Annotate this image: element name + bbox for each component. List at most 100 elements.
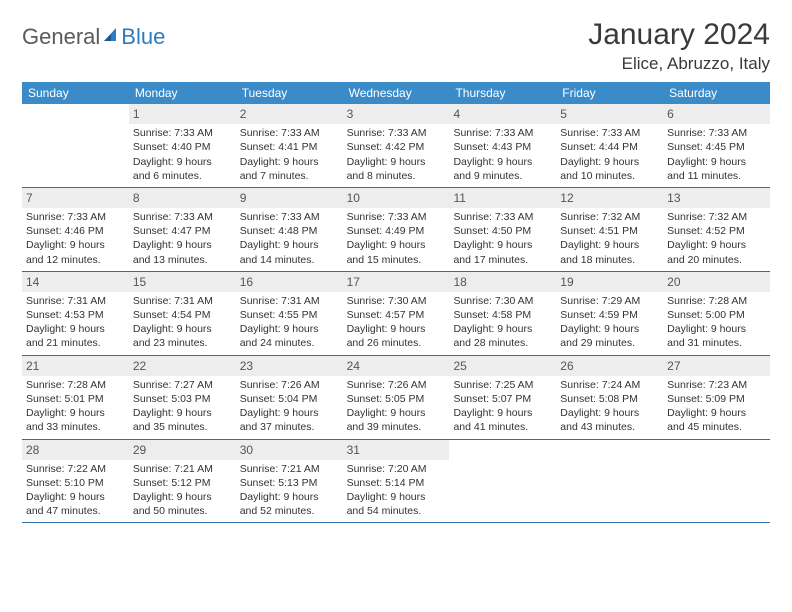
day-cell: 27 Sunrise: 7:23 AMSunset: 5:09 PMDayligh… <box>663 356 770 439</box>
day-number: 24 <box>343 356 450 376</box>
sunset-line: Sunset: 4:54 PM <box>133 308 232 322</box>
day-number: 16 <box>236 272 343 292</box>
daylight-line: Daylight: 9 hours and 23 minutes. <box>133 322 232 350</box>
day-cell: 29Sunrise: 7:21 AMSunset: 5:12 PMDayligh… <box>129 440 236 523</box>
day-cell: 14Sunrise: 7:31 AMSunset: 4:53 PMDayligh… <box>22 272 129 355</box>
sunset-line: Sunset: 4:53 PM <box>26 308 125 322</box>
calendar-grid: SundayMondayTuesdayWednesdayThursdayFrid… <box>22 82 770 523</box>
sunrise-line: Sunrise: 7:22 AM <box>26 462 125 476</box>
weekday-header-row: SundayMondayTuesdayWednesdayThursdayFrid… <box>22 82 770 104</box>
title-block: January 2024 Elice, Abruzzo, Italy <box>588 18 770 74</box>
sunset-line: Sunset: 4:57 PM <box>347 308 446 322</box>
day-number: 22 <box>129 356 236 376</box>
daylight-line: Daylight: 9 hours and 54 minutes. <box>347 490 446 518</box>
day-number: 27 <box>663 356 770 376</box>
day-cell: 7Sunrise: 7:33 AMSunset: 4:46 PMDaylight… <box>22 188 129 271</box>
sunset-line: Sunset: 5:00 PM <box>667 308 766 322</box>
sunrise-line: Sunrise: 7:24 AM <box>560 378 659 392</box>
weekday-header: Monday <box>129 82 236 104</box>
day-cell: 10Sunrise: 7:33 AMSunset: 4:49 PMDayligh… <box>343 188 450 271</box>
daylight-line: Daylight: 9 hours and 24 minutes. <box>240 322 339 350</box>
day-cell: 1Sunrise: 7:33 AMSunset: 4:40 PMDaylight… <box>129 104 236 187</box>
day-number: 6 <box>663 104 770 124</box>
day-cell: 26Sunrise: 7:24 AMSunset: 5:08 PMDayligh… <box>556 356 663 439</box>
daylight-line: Daylight: 9 hours and 28 minutes. <box>453 322 552 350</box>
day-cell: 11Sunrise: 7:33 AMSunset: 4:50 PMDayligh… <box>449 188 556 271</box>
month-title: January 2024 <box>588 18 770 52</box>
day-number: 20 <box>663 272 770 292</box>
weekday-header: Saturday <box>663 82 770 104</box>
sunrise-line: Sunrise: 7:31 AM <box>26 294 125 308</box>
daylight-line: Daylight: 9 hours and 17 minutes. <box>453 238 552 266</box>
daylight-line: Daylight: 9 hours and 13 minutes. <box>133 238 232 266</box>
daylight-line: Daylight: 9 hours and 45 minutes. <box>667 406 766 434</box>
day-number: 11 <box>449 188 556 208</box>
sunset-line: Sunset: 5:07 PM <box>453 392 552 406</box>
day-cell <box>556 440 663 523</box>
week-row: 14Sunrise: 7:31 AMSunset: 4:53 PMDayligh… <box>22 272 770 356</box>
daylight-line: Daylight: 9 hours and 9 minutes. <box>453 155 552 183</box>
sunrise-line: Sunrise: 7:33 AM <box>453 126 552 140</box>
day-cell: 31Sunrise: 7:20 AMSunset: 5:14 PMDayligh… <box>343 440 450 523</box>
sunset-line: Sunset: 4:45 PM <box>667 140 766 154</box>
sunset-line: Sunset: 5:12 PM <box>133 476 232 490</box>
sunset-line: Sunset: 4:58 PM <box>453 308 552 322</box>
daylight-line: Daylight: 9 hours and 8 minutes. <box>347 155 446 183</box>
daylight-line: Daylight: 9 hours and 10 minutes. <box>560 155 659 183</box>
sunrise-line: Sunrise: 7:33 AM <box>240 126 339 140</box>
sunrise-line: Sunrise: 7:33 AM <box>133 210 232 224</box>
sunset-line: Sunset: 4:40 PM <box>133 140 232 154</box>
daylight-line: Daylight: 9 hours and 7 minutes. <box>240 155 339 183</box>
logo: General Blue <box>22 18 165 50</box>
sunrise-line: Sunrise: 7:23 AM <box>667 378 766 392</box>
sunrise-line: Sunrise: 7:27 AM <box>133 378 232 392</box>
day-cell: 4Sunrise: 7:33 AMSunset: 4:43 PMDaylight… <box>449 104 556 187</box>
sunset-line: Sunset: 4:50 PM <box>453 224 552 238</box>
weeks-container: 1 Sunrise: 7:33 AM Sunset: 4:40 PM Daylight… <box>22 104 770 523</box>
day-cell: 5Sunrise: 7:33 AMSunset: 4:44 PMDaylight… <box>556 104 663 187</box>
sunset-line: Sunset: 4:46 PM <box>26 224 125 238</box>
sunset-line: Sunset: 4:42 PM <box>347 140 446 154</box>
day-cell: 3Sunrise: 7:33 AMSunset: 4:42 PMDaylight… <box>343 104 450 187</box>
day-number: 1 <box>129 104 236 124</box>
day-cell <box>449 440 556 523</box>
sunset-line: Sunset: 5:04 PM <box>240 392 339 406</box>
day-cell <box>22 104 129 187</box>
day-number: 12 <box>556 188 663 208</box>
day-number: 15 <box>129 272 236 292</box>
daylight-line: Daylight: 9 hours and 41 minutes. <box>453 406 552 434</box>
daylight-line: Daylight: 9 hours and 52 minutes. <box>240 490 339 518</box>
sunset-line: Sunset: 5:09 PM <box>667 392 766 406</box>
day-number: 13 <box>663 188 770 208</box>
day-cell: 6Sunrise: 7:33 AMSunset: 4:45 PMDaylight… <box>663 104 770 187</box>
daylight-line: Daylight: 9 hours and 20 minutes. <box>667 238 766 266</box>
day-cell: 20Sunrise: 7:28 AMSunset: 5:00 PMDayligh… <box>663 272 770 355</box>
day-cell: 28Sunrise: 7:22 AMSunset: 5:10 PMDayligh… <box>22 440 129 523</box>
daylight-line: Daylight: 9 hours and 12 minutes. <box>26 238 125 266</box>
daylight-line: Daylight: 9 hours and 37 minutes. <box>240 406 339 434</box>
day-number: 4 <box>449 104 556 124</box>
weekday-header: Thursday <box>449 82 556 104</box>
day-number: 30 <box>236 440 343 460</box>
daylight-line: Daylight: 9 hours and 33 minutes. <box>26 406 125 434</box>
weekday-header: Sunday <box>22 82 129 104</box>
daylight-line: Daylight: 9 hours and 26 minutes. <box>347 322 446 350</box>
sunset-line: Sunset: 4:44 PM <box>560 140 659 154</box>
day-number: 21 <box>22 356 129 376</box>
day-cell <box>663 440 770 523</box>
sunrise-line: Sunrise: 7:30 AM <box>347 294 446 308</box>
daylight-line: Daylight: 9 hours and 47 minutes. <box>26 490 125 518</box>
sunset-line: Sunset: 5:01 PM <box>26 392 125 406</box>
day-number: 10 <box>343 188 450 208</box>
day-cell: 19Sunrise: 7:29 AMSunset: 4:59 PMDayligh… <box>556 272 663 355</box>
day-cell: 12Sunrise: 7:32 AMSunset: 4:51 PMDayligh… <box>556 188 663 271</box>
day-number: 26 <box>556 356 663 376</box>
day-cell: 24Sunrise: 7:26 AMSunset: 5:05 PMDayligh… <box>343 356 450 439</box>
sunrise-line: Sunrise: 7:33 AM <box>347 126 446 140</box>
day-number: 23 <box>236 356 343 376</box>
daylight-line: Daylight: 9 hours and 15 minutes. <box>347 238 446 266</box>
sunset-line: Sunset: 5:08 PM <box>560 392 659 406</box>
day-cell: 13Sunrise: 7:32 AMSunset: 4:52 PMDayligh… <box>663 188 770 271</box>
sunset-line: Sunset: 4:55 PM <box>240 308 339 322</box>
week-row: 1 Sunrise: 7:33 AM Sunset: 4:40 PM Daylight… <box>22 104 770 188</box>
